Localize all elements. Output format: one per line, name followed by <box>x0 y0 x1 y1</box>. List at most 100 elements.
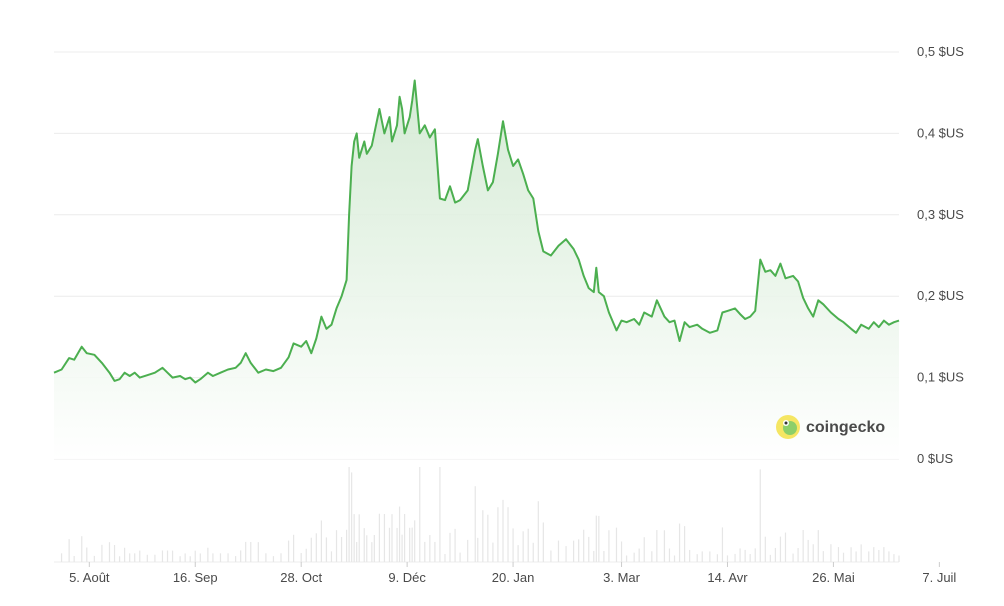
volume-bar <box>353 514 355 562</box>
volume-bar <box>517 545 519 562</box>
volume-bar <box>842 552 845 562</box>
volume-bar <box>280 553 282 562</box>
volume-bar <box>573 540 575 562</box>
volume-bar <box>235 556 237 562</box>
volume-bar <box>373 535 375 562</box>
volume-bar <box>146 554 148 562</box>
volume-bar <box>388 527 391 562</box>
volume-bar <box>287 540 290 562</box>
volume-bar <box>345 529 348 562</box>
volume-bar <box>414 520 416 562</box>
volume-bar <box>411 527 413 562</box>
volume-bar <box>822 551 824 562</box>
volume-bar <box>696 554 698 562</box>
volume-bar <box>257 542 259 562</box>
volume-bar <box>429 535 431 562</box>
volume-bar <box>522 531 524 562</box>
volume-bar <box>888 551 890 562</box>
volume-bar <box>774 547 777 562</box>
volume-bar <box>527 528 529 562</box>
volume-bar <box>683 526 686 562</box>
volume-bar <box>744 549 746 562</box>
volume-bar <box>656 530 658 562</box>
volume-bar <box>565 546 567 562</box>
volume-bar <box>721 527 724 562</box>
volume-bar <box>578 539 580 562</box>
volume-bar <box>673 555 676 562</box>
volume-bar <box>593 550 595 562</box>
volume-bar <box>855 551 857 562</box>
volume-bar <box>300 553 302 562</box>
volume-bar <box>335 530 338 562</box>
volume-bar <box>330 551 333 562</box>
volume-bar <box>184 553 186 562</box>
volume-bar <box>129 553 131 562</box>
volume-bar <box>754 548 756 562</box>
volume-bar <box>779 536 782 562</box>
volume-bar <box>873 547 875 562</box>
volume-bar <box>668 548 671 562</box>
volume-bar <box>492 542 494 562</box>
volume-bar <box>716 554 718 562</box>
coingecko-watermark: coingecko <box>776 415 885 439</box>
gecko-logo-icon <box>776 415 800 439</box>
volume-bar <box>860 544 862 562</box>
volume-bar <box>398 506 401 562</box>
volume-bar <box>212 553 214 562</box>
volume-bar <box>542 522 544 562</box>
volume-bar <box>532 542 534 562</box>
volume-bar <box>161 550 164 562</box>
volume-bar <box>363 528 365 562</box>
volume-bar <box>620 541 623 562</box>
volume-bar <box>358 514 360 562</box>
volume-bar <box>366 535 368 562</box>
volume-bar <box>199 553 201 562</box>
volume-bar <box>378 513 380 562</box>
volume-bar <box>265 553 267 562</box>
volume-bar <box>207 547 209 562</box>
volume-bar <box>419 467 421 562</box>
volume-bar <box>550 550 552 562</box>
volume-bar <box>817 530 819 562</box>
volume-bar <box>113 545 116 562</box>
volume-bar <box>608 530 610 562</box>
volume-bar <box>583 529 585 562</box>
volume-bar <box>512 528 514 562</box>
x-tick-label: 9. Déc <box>388 570 426 585</box>
volume-bar <box>651 551 653 562</box>
volume-bar <box>726 555 729 562</box>
volume-bar <box>179 556 181 562</box>
volume-bar <box>396 527 398 562</box>
x-tick-label: 26. Mai <box>812 570 855 585</box>
volume-bar <box>792 553 794 562</box>
volume-bar <box>81 536 83 562</box>
volume-bar <box>245 541 247 562</box>
x-tick-label: 28. Oct <box>280 570 322 585</box>
volume-bar <box>401 534 403 562</box>
volume-bar <box>118 556 121 562</box>
x-tick-label: 20. Jan <box>492 570 535 585</box>
volume-bar <box>371 542 373 562</box>
volume-bar <box>638 548 640 562</box>
volume-bar <box>293 534 295 562</box>
volume-bar <box>759 469 761 562</box>
volume-bar <box>487 514 489 562</box>
volume-bar <box>749 554 751 562</box>
volume-bar <box>60 553 63 562</box>
volume-bar <box>219 553 222 562</box>
volume-bar <box>537 501 539 562</box>
volume-bar <box>134 553 136 562</box>
volume-bar <box>434 541 436 562</box>
volume-bar <box>272 556 275 562</box>
y-tick-label: 0,3 $US <box>917 207 964 222</box>
volume-bar <box>189 556 191 562</box>
volume-bar <box>383 514 386 562</box>
volume-bar <box>424 541 426 562</box>
volume-bar <box>310 537 312 562</box>
volume-bar <box>878 549 880 562</box>
volume-bar <box>73 555 75 562</box>
volume-bar <box>101 544 103 562</box>
x-tick-label: 16. Sep <box>173 570 218 585</box>
